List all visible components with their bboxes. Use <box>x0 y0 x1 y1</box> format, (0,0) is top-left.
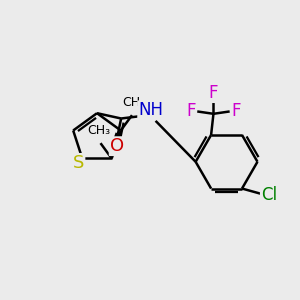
Text: F: F <box>209 84 218 102</box>
Text: F: F <box>186 102 196 120</box>
Text: F: F <box>231 102 241 120</box>
Text: CH₃: CH₃ <box>122 96 145 109</box>
Text: O: O <box>110 137 124 155</box>
Text: NH: NH <box>138 101 163 119</box>
Text: S: S <box>73 154 84 172</box>
Text: Cl: Cl <box>261 186 277 204</box>
Text: CH₃: CH₃ <box>88 124 111 137</box>
